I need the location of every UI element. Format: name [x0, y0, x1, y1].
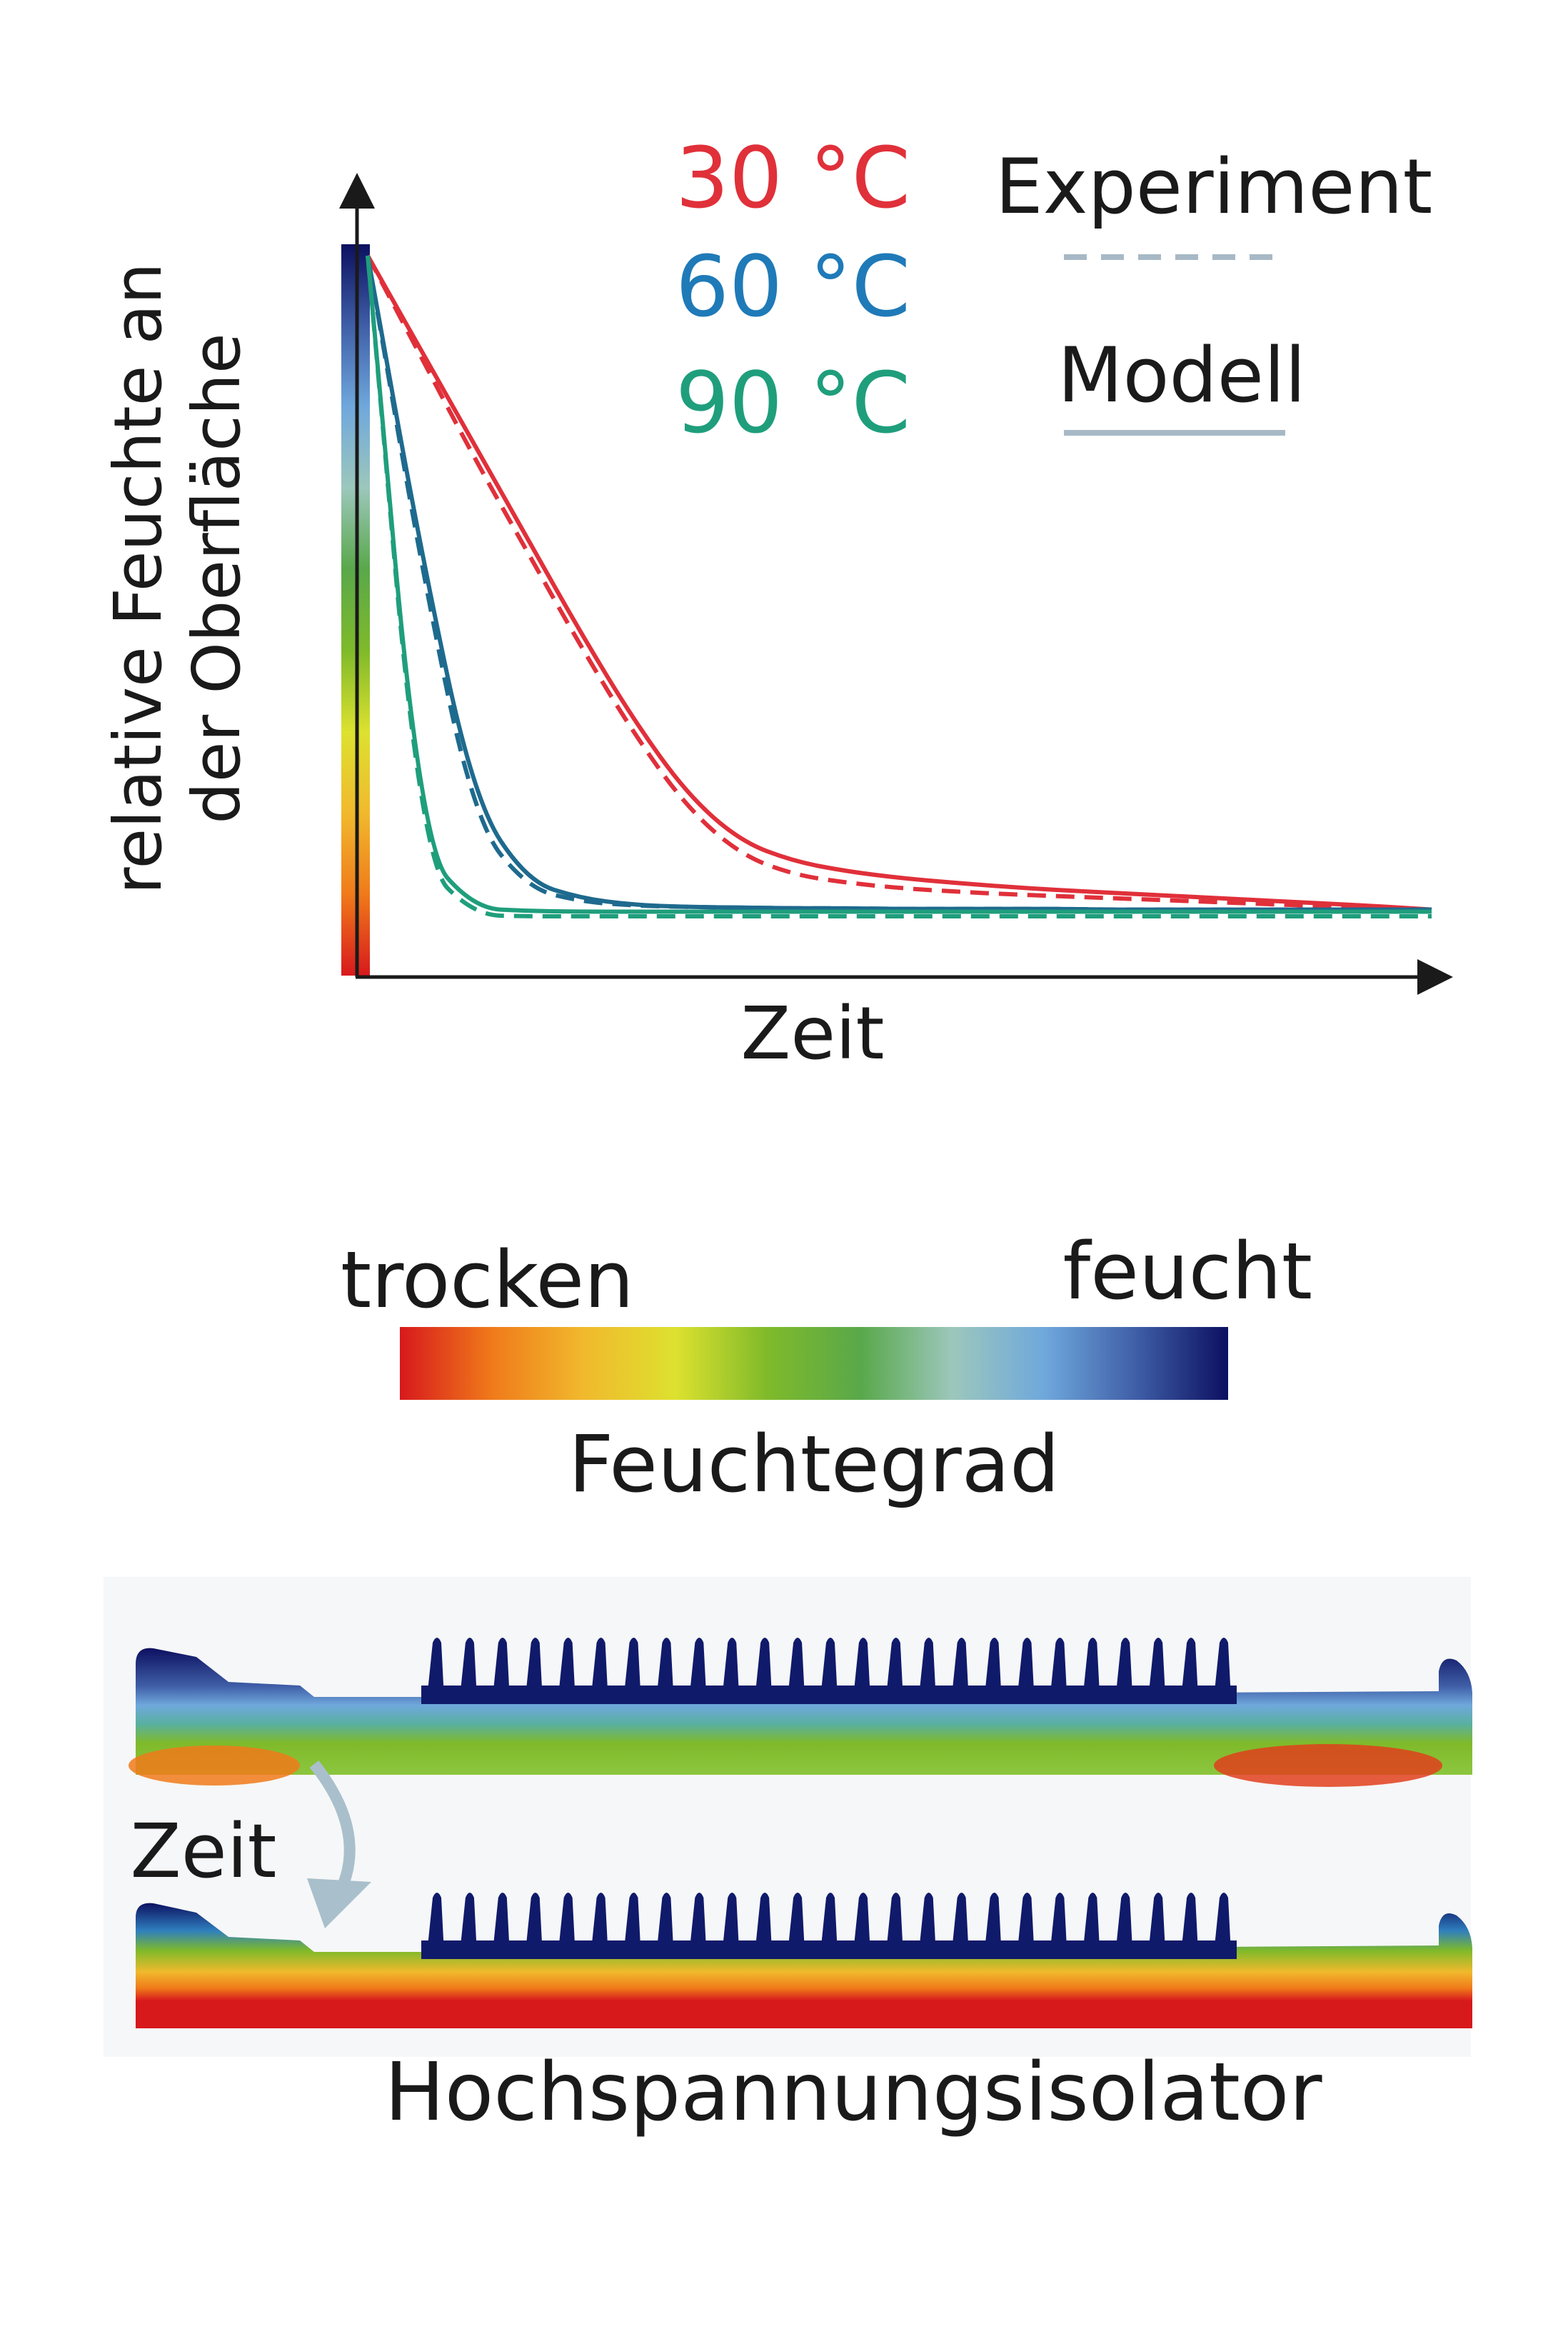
- insulator-core-band: [421, 1686, 1237, 1704]
- insulator-shed: [984, 1638, 1002, 1698]
- insulator-shed: [918, 1638, 936, 1698]
- insulator-shed: [492, 1893, 510, 1953]
- insulator-shed: [853, 1893, 870, 1953]
- humidity-chart: Zeit relative Feuchte an der Oberfläche …: [100, 129, 1453, 1076]
- insulator-core-band: [421, 1940, 1237, 1959]
- insulator-shed: [951, 1638, 969, 1698]
- sheds-early: [421, 1638, 1237, 1704]
- insulator-caption: Hochspannungsisolator: [385, 2046, 1323, 2139]
- insulator-shed: [1214, 1893, 1231, 1953]
- time-arrow-head: [307, 1878, 371, 1928]
- insulator-shed: [885, 1638, 903, 1698]
- insulator-shed: [656, 1638, 674, 1698]
- legend-temp-60: 60 °C: [675, 237, 910, 336]
- insulator-shed: [459, 1893, 477, 1953]
- insulator-shed: [1181, 1893, 1199, 1953]
- dry-spot-right: [1214, 1744, 1442, 1787]
- time-label: Zeit: [131, 1808, 277, 1895]
- insulator-shed: [820, 1638, 838, 1698]
- colorbar-gradient: [400, 1327, 1228, 1400]
- insulator-shed: [590, 1893, 608, 1953]
- insulator-shed: [558, 1638, 576, 1698]
- insulator-shed: [459, 1638, 477, 1698]
- insulator-shed: [427, 1893, 444, 1953]
- legend-temp-90: 90 °C: [675, 354, 910, 452]
- insulator-shed: [755, 1638, 773, 1698]
- insulator-shed: [1115, 1893, 1133, 1953]
- legend-experiment-label: Experiment: [995, 143, 1432, 231]
- colorbar-title: Feuchtegrad: [568, 1418, 1060, 1510]
- sheds-late: [421, 1893, 1237, 1959]
- y-axis-label-line1: relative Feuchte an: [100, 263, 176, 895]
- insulator-shed: [1082, 1638, 1100, 1698]
- insulator-shed: [1214, 1638, 1231, 1698]
- series-90-modell: [366, 255, 1432, 914]
- insulator-body-late: [136, 1903, 1472, 2028]
- insulator-shed: [427, 1638, 444, 1698]
- insulator-shed: [755, 1893, 773, 1953]
- insulator-body-early: [136, 1648, 1472, 1775]
- x-axis-label: Zeit: [741, 991, 885, 1076]
- insulator-shed: [853, 1638, 870, 1698]
- insulator-shed: [656, 1893, 674, 1953]
- insulator-shed: [1017, 1638, 1035, 1698]
- y-axis-label-line2: der Oberfläche: [179, 333, 255, 823]
- series-30-experiment: [366, 254, 1432, 912]
- insulator-shed: [1017, 1893, 1035, 1953]
- dry-spot-left: [129, 1746, 300, 1785]
- insulator-shed: [722, 1893, 740, 1953]
- colorbar-label-dry: trocken: [341, 1234, 634, 1326]
- insulator-shed: [918, 1893, 936, 1953]
- insulator-shed: [788, 1638, 805, 1698]
- insulator-shed: [590, 1638, 608, 1698]
- insulator-state-early: [129, 1638, 1472, 1787]
- series-layer: [366, 254, 1433, 919]
- insulator-shed: [1050, 1638, 1067, 1698]
- insulator-shed: [1148, 1893, 1166, 1953]
- insulator-shed: [689, 1893, 707, 1953]
- insulator-shed: [525, 1893, 543, 1953]
- colorbar-label-wet: feucht: [1063, 1226, 1312, 1317]
- series-90-experiment: [366, 255, 1432, 919]
- insulator-shed: [885, 1893, 903, 1953]
- insulator-panels: Zeit Hochspannungsisolator: [104, 1577, 1472, 2139]
- insulator-shed: [1050, 1893, 1067, 1953]
- chart-legend: 30 °C 60 °C 90 °C Experiment Modell: [675, 129, 1432, 452]
- insulator-shed: [525, 1638, 543, 1698]
- legend-model-label: Modell: [1057, 331, 1306, 419]
- insulator-shed: [722, 1638, 740, 1698]
- insulator-shed: [984, 1893, 1002, 1953]
- insulator-shed: [492, 1638, 510, 1698]
- insulator-shed: [1148, 1638, 1166, 1698]
- moisture-colorbar: trocken feucht Feuchtegrad: [341, 1226, 1312, 1510]
- insulator-shed: [820, 1893, 838, 1953]
- insulator-shed: [788, 1893, 805, 1953]
- insulator-shed: [558, 1893, 576, 1953]
- insulator-shed: [689, 1638, 707, 1698]
- insulator-state-late: [136, 1893, 1472, 2028]
- insulator-shed: [1082, 1893, 1100, 1953]
- insulator-shed: [623, 1893, 641, 1953]
- series-30-modell: [366, 254, 1433, 912]
- insulator-shed: [951, 1893, 969, 1953]
- insulator-shed: [623, 1638, 641, 1698]
- legend-temp-30: 30 °C: [675, 129, 910, 227]
- insulator-shed: [1115, 1638, 1133, 1698]
- insulator-shed: [1181, 1638, 1199, 1698]
